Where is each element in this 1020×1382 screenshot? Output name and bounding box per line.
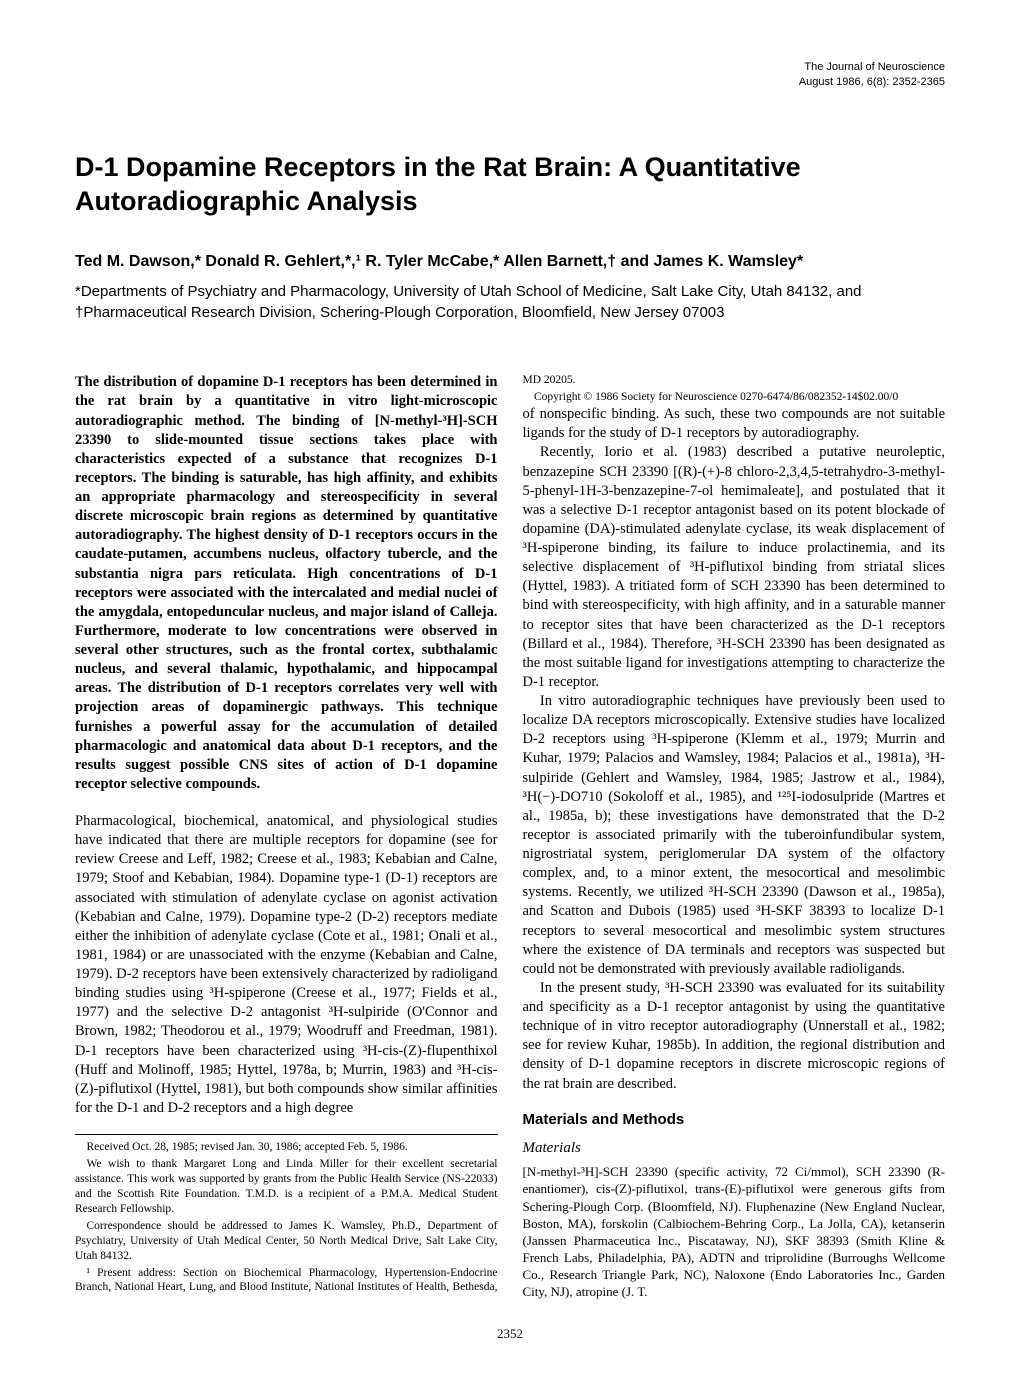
affiliations: *Departments of Psychiatry and Pharmacol… — [75, 281, 945, 323]
journal-issue: August 1986, 6(8): 2352-2365 — [75, 75, 945, 90]
materials-heading: Materials — [523, 1139, 946, 1159]
body-text: The distribution of dopamine D-1 recepto… — [75, 373, 945, 1300]
abstract: The distribution of dopamine D-1 recepto… — [75, 373, 498, 794]
footnote-correspondence: Correspondence should be addressed to Ja… — [75, 1219, 498, 1264]
col2-p4: In the present study, ³H-SCH 23390 was e… — [523, 979, 946, 1094]
footnote-received: Received Oct. 28, 1985; revised Jan. 30,… — [75, 1140, 498, 1155]
intro-paragraph-1: Pharmacological, biochemical, anatomical… — [75, 812, 498, 1118]
materials-text: [N-methyl-³H]-SCH 23390 (specific activi… — [523, 1163, 946, 1300]
article-title: D-1 Dopamine Receptors in the Rat Brain:… — [75, 151, 945, 219]
authors: Ted M. Dawson,* Donald R. Gehlert,*,¹ R.… — [75, 253, 945, 271]
footnote-copyright: Copyright © 1986 Society for Neuroscienc… — [523, 390, 946, 405]
journal-header: The Journal of Neuroscience August 1986,… — [75, 60, 945, 91]
footnote-thanks: We wish to thank Margaret Long and Linda… — [75, 1157, 498, 1217]
page-number: 2352 — [75, 1326, 945, 1342]
methods-heading: Materials and Methods — [523, 1110, 946, 1130]
col2-p2: Recently, Iorio et al. (1983) described … — [523, 443, 946, 692]
col2-p1: of nonspecific binding. As such, these t… — [523, 405, 946, 443]
journal-name: The Journal of Neuroscience — [75, 60, 945, 75]
col2-p3: In vitro autoradiographic techniques hav… — [523, 692, 946, 979]
